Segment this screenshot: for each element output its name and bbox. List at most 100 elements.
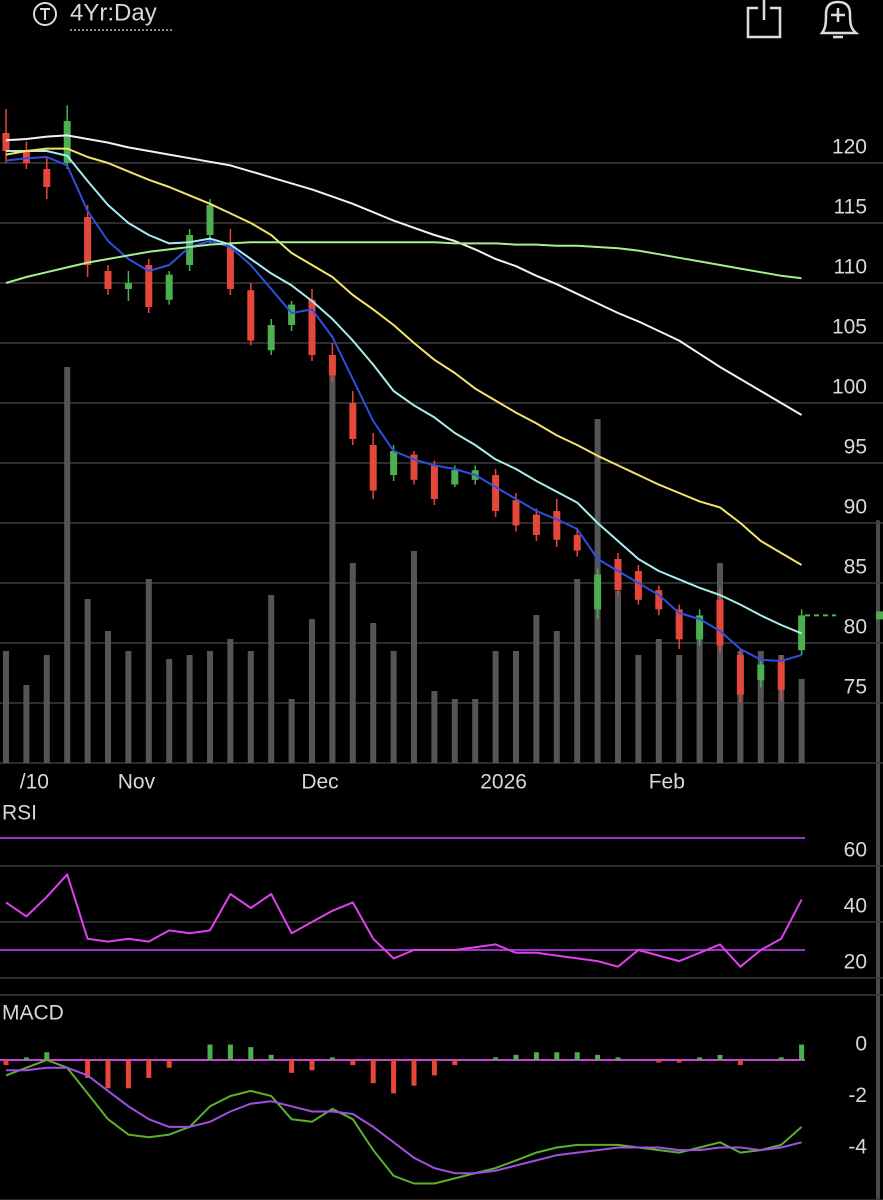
y-tick-label: 90 (844, 496, 867, 519)
x-tick-label: Feb (649, 771, 685, 794)
share-icon (746, 0, 782, 39)
volume-bar (635, 655, 642, 763)
y-tick-label: 80 (844, 616, 867, 639)
volume-bar (349, 563, 356, 763)
alert-button[interactable] (819, 0, 860, 39)
volume-bar (451, 699, 458, 763)
y-tick-label: 40 (844, 895, 867, 918)
candle-body (594, 574, 602, 610)
volume-bar (411, 551, 417, 763)
y-tick-label: 85 (844, 556, 867, 579)
x-tick-label: Nov (118, 771, 156, 794)
candle-body (634, 571, 642, 600)
volume-bar (615, 591, 621, 763)
y-tick-label: 60 (844, 839, 867, 862)
histogram-bar (248, 1047, 254, 1060)
candle-body (247, 290, 255, 341)
series-line (6, 150, 802, 635)
histogram-bar (799, 1044, 805, 1060)
histogram-bar (166, 1059, 172, 1068)
timeframe-label: 4Yr:Day (70, 0, 157, 26)
volume-bar (166, 659, 173, 763)
volume-bar (329, 371, 336, 763)
histogram-bar (146, 1059, 152, 1078)
candle-body (84, 217, 92, 265)
y-tick-label: -4 (848, 1135, 867, 1158)
volume-bar (125, 651, 132, 763)
volume-bar (43, 655, 50, 763)
candle-body (655, 590, 663, 610)
x-tick-label: Dec (301, 771, 338, 794)
series-line (5, 241, 802, 284)
histogram-bar (513, 1054, 519, 1060)
candle-body (777, 659, 785, 690)
volume-bar (696, 639, 703, 763)
histogram-bar (758, 1059, 764, 1061)
volume-bar (757, 651, 764, 763)
scrollbar[interactable] (876, 520, 880, 1200)
candle-body (451, 470, 459, 485)
candle-body (328, 355, 336, 376)
histogram-bar (411, 1059, 417, 1086)
volume-bar (247, 651, 254, 763)
histogram-bar (737, 1059, 743, 1066)
candle-body (369, 445, 377, 491)
histogram-bar (329, 1057, 335, 1060)
candle-body (492, 475, 500, 511)
volume-bar (145, 579, 152, 763)
volume-bar (64, 367, 71, 763)
volume-bar (574, 579, 581, 763)
histogram-bar (493, 1057, 499, 1060)
histogram-bar (268, 1054, 274, 1060)
y-tick-label: 75 (844, 676, 867, 699)
histogram-bar (227, 1044, 233, 1060)
y-tick-label: 95 (844, 436, 867, 459)
histogram-bar (44, 1052, 50, 1060)
panel-title: RSI (2, 802, 37, 825)
volume-bar (513, 651, 519, 763)
volume-bar (737, 651, 744, 763)
volume-bar (288, 699, 295, 763)
candle-body (553, 511, 561, 540)
timeframe-icon-glyph (40, 8, 50, 20)
volume-bar (472, 699, 479, 763)
volume-bar (492, 651, 499, 763)
y-tick-label: 120 (832, 136, 867, 159)
candle-body (308, 299, 316, 355)
histogram-bar (595, 1054, 601, 1060)
candle-body (145, 265, 153, 307)
y-tick-label: 105 (832, 316, 867, 339)
share-button[interactable] (746, 0, 782, 39)
volume-bar (227, 639, 234, 763)
series-line (5, 134, 803, 416)
y-tick-label: -2 (848, 1084, 867, 1107)
candle-body (124, 283, 132, 289)
histogram-bar (289, 1059, 295, 1073)
volume-bar (3, 651, 9, 763)
candle-body (206, 205, 214, 235)
series-line (5, 873, 803, 968)
histogram-bar (676, 1059, 682, 1063)
candle-body (430, 465, 438, 499)
y-tick-label: 115 (834, 196, 867, 219)
histogram-bar (3, 1059, 9, 1066)
candle-body (63, 121, 71, 163)
histogram-bar (350, 1059, 356, 1066)
volume-bar (431, 691, 438, 763)
histogram-bar (309, 1059, 315, 1071)
volume-bar (655, 639, 662, 763)
volume-bar (553, 631, 560, 763)
panel-title: MACD (2, 1002, 64, 1025)
candle-body (573, 535, 581, 551)
histogram-bar (615, 1057, 621, 1060)
candle-body (165, 274, 173, 300)
series-line (5, 156, 802, 662)
volume-bar (309, 619, 315, 763)
volume-bar (207, 651, 213, 763)
candle-body (288, 304, 296, 325)
y-tick-label: 0 (855, 1033, 867, 1056)
timeframe-button[interactable]: 4Yr:Day (33, 0, 172, 31)
candle-body (390, 451, 398, 475)
